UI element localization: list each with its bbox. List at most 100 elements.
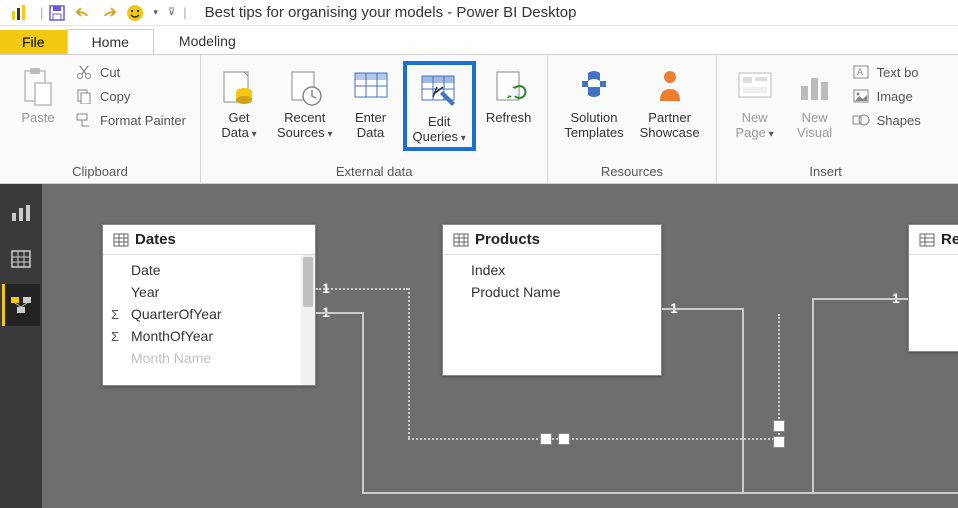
shapes-icon xyxy=(851,111,871,129)
edit-queries-highlight: Edit Queries xyxy=(403,61,476,151)
qat-separator: | xyxy=(40,5,43,20)
text-box-icon: A xyxy=(851,63,871,81)
tab-home[interactable]: Home xyxy=(67,29,154,54)
ribbon-group-resources: Solution Templates Partner Showcase Reso… xyxy=(548,55,716,183)
table-regions[interactable]: Reg xyxy=(908,224,958,352)
tab-file[interactable]: File xyxy=(0,30,67,54)
partner-showcase-button[interactable]: Partner Showcase xyxy=(634,61,706,143)
field-monthofyear[interactable]: MonthOfYear xyxy=(103,325,315,347)
relationship-line xyxy=(812,298,908,300)
new-page-icon xyxy=(733,63,777,111)
copy-button[interactable]: Copy xyxy=(70,85,190,107)
relationship-line xyxy=(316,288,408,290)
ribbon-tabs: File Home Modeling xyxy=(0,26,958,54)
copy-label: Copy xyxy=(100,89,130,104)
ribbon-group-insert: New Page New Visual A Text bo Image Shap… xyxy=(717,55,935,183)
shapes-label: Shapes xyxy=(877,113,921,128)
solution-templates-label: Solution Templates xyxy=(564,111,623,141)
table-icon xyxy=(919,233,935,247)
title-separator: | xyxy=(183,5,186,20)
relationship-node[interactable] xyxy=(540,433,552,445)
get-data-label: Get Data xyxy=(221,111,256,141)
cut-button[interactable]: Cut xyxy=(70,61,190,83)
partner-showcase-icon xyxy=(648,63,692,111)
table-icon xyxy=(113,233,129,247)
copy-icon xyxy=(74,87,94,105)
new-visual-label: New Visual xyxy=(797,111,832,141)
relationship-line xyxy=(662,308,742,310)
relationship-line xyxy=(408,438,778,440)
paste-icon xyxy=(16,63,60,111)
table-regions-name: Reg xyxy=(941,231,958,248)
enter-data-label: Enter Data xyxy=(355,111,386,141)
model-view-button[interactable] xyxy=(2,284,40,326)
quick-access-toolbar: ▾ ⊽ xyxy=(47,3,175,23)
smiley-icon[interactable] xyxy=(125,3,145,23)
new-visual-button[interactable]: New Visual xyxy=(787,61,843,143)
field-year[interactable]: Year xyxy=(103,281,315,303)
window-title: Best tips for organising your models - P… xyxy=(205,4,577,21)
paste-button[interactable]: Paste xyxy=(10,61,66,128)
cut-icon xyxy=(74,63,94,81)
clipboard-group-label: Clipboard xyxy=(10,164,190,181)
new-visual-icon xyxy=(793,63,837,111)
refresh-button[interactable]: Refresh xyxy=(480,61,538,128)
image-icon xyxy=(851,87,871,105)
paste-label: Paste xyxy=(21,111,54,126)
field-quarterofyear[interactable]: QuarterOfYear xyxy=(103,303,315,325)
report-view-button[interactable] xyxy=(2,192,40,234)
qat-overflow-icon[interactable]: ⊽ xyxy=(168,7,175,18)
partner-showcase-label: Partner Showcase xyxy=(640,111,700,141)
relationship-node[interactable] xyxy=(558,433,570,445)
get-data-button[interactable]: Get Data xyxy=(211,61,267,143)
relationship-line xyxy=(742,308,744,492)
table-icon xyxy=(453,233,469,247)
enter-data-button[interactable]: Enter Data xyxy=(343,61,399,143)
table-products[interactable]: Products Index Product Name xyxy=(442,224,662,376)
format-painter-button[interactable]: Format Painter xyxy=(70,109,190,131)
field-monthname[interactable]: Month Name xyxy=(103,347,315,369)
field-index[interactable]: Index xyxy=(443,259,661,281)
relationship-node[interactable] xyxy=(773,420,785,432)
relationship-line xyxy=(362,312,364,492)
external-data-group-label: External data xyxy=(211,164,537,181)
new-page-label: New Page xyxy=(736,111,774,141)
solution-templates-button[interactable]: Solution Templates xyxy=(558,61,629,143)
view-rail xyxy=(0,184,42,508)
relationship-line xyxy=(408,288,410,438)
relationship-node[interactable] xyxy=(773,436,785,448)
redo-icon[interactable] xyxy=(99,3,119,23)
workspace: Dates Date Year QuarterOfYear MonthOfYea… xyxy=(0,184,958,508)
shapes-button[interactable]: Shapes xyxy=(847,109,925,131)
svg-text:A: A xyxy=(857,67,863,77)
text-box-button[interactable]: A Text bo xyxy=(847,61,925,83)
recent-sources-button[interactable]: Recent Sources xyxy=(271,61,339,143)
tab-modeling[interactable]: Modeling xyxy=(154,28,261,54)
save-icon[interactable] xyxy=(47,3,67,23)
recent-sources-label: Recent Sources xyxy=(277,111,333,141)
title-bar: | ▾ ⊽ | Best tips for organising your mo… xyxy=(0,0,958,26)
data-view-button[interactable] xyxy=(2,238,40,280)
table-dates[interactable]: Dates Date Year QuarterOfYear MonthOfYea… xyxy=(102,224,316,386)
new-page-button[interactable]: New Page xyxy=(727,61,783,143)
ribbon-group-external-data: Get Data Recent Sources Enter Data Edit … xyxy=(201,55,548,183)
table-dates-name: Dates xyxy=(135,231,176,248)
relationship-line xyxy=(316,312,362,314)
field-date[interactable]: Date xyxy=(103,259,315,281)
resources-group-label: Resources xyxy=(558,164,705,181)
ribbon: Paste Cut Copy Format Painter Clipboard xyxy=(0,54,958,184)
app-logo-icon xyxy=(6,1,32,25)
edit-queries-button[interactable]: Edit Queries xyxy=(407,65,472,147)
qat-dropdown-icon[interactable]: ▾ xyxy=(153,7,158,18)
table-dates-scrollbar[interactable] xyxy=(301,255,315,385)
solution-templates-icon xyxy=(572,63,616,111)
format-painter-icon xyxy=(74,111,94,129)
edit-queries-label: Edit Queries xyxy=(413,115,466,145)
image-button[interactable]: Image xyxy=(847,85,925,107)
field-productname[interactable]: Product Name xyxy=(443,281,661,303)
model-canvas[interactable]: Dates Date Year QuarterOfYear MonthOfYea… xyxy=(42,184,958,508)
relationship-line xyxy=(812,298,814,492)
insert-group-label: Insert xyxy=(727,164,925,181)
table-products-name: Products xyxy=(475,231,540,248)
undo-icon[interactable] xyxy=(73,3,93,23)
